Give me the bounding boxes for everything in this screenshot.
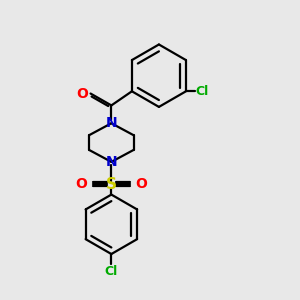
Text: N: N — [106, 155, 117, 169]
Text: Cl: Cl — [196, 85, 209, 98]
Text: Cl: Cl — [105, 265, 118, 278]
Text: O: O — [75, 177, 87, 191]
Text: O: O — [76, 86, 88, 100]
Text: S: S — [106, 177, 117, 192]
Text: O: O — [135, 177, 147, 191]
Text: N: N — [106, 116, 117, 130]
